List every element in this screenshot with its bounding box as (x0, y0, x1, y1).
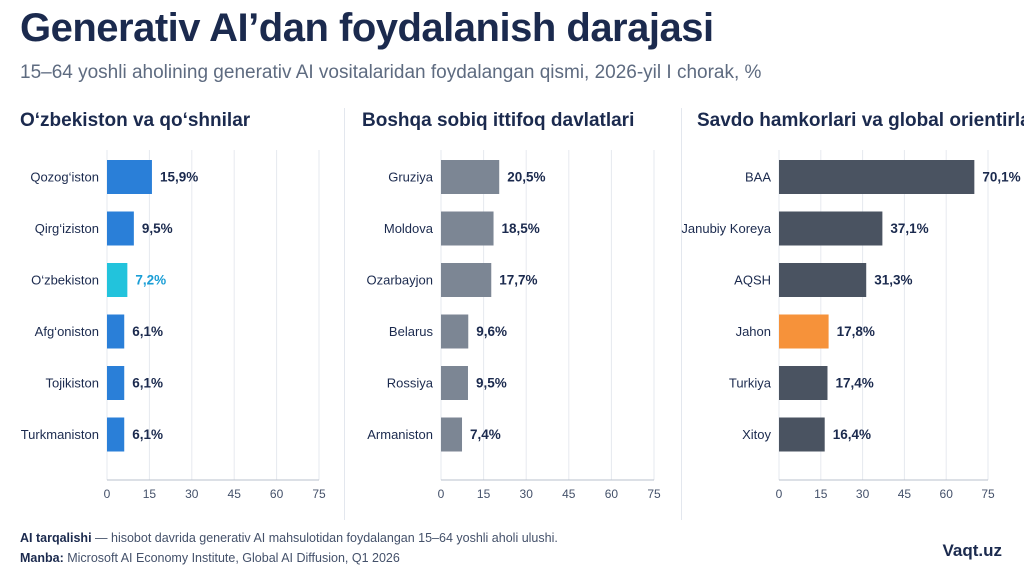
bar (441, 211, 494, 246)
bar (779, 314, 829, 349)
panel-divider (681, 108, 682, 520)
category-label: Janubiy Koreya (681, 221, 771, 236)
chart-title: Generativ AI’dan foydalanish darajasi (20, 6, 714, 50)
data-label: 9,5% (476, 376, 507, 391)
x-tick-label: 0 (438, 487, 445, 501)
x-tick-label: 75 (312, 487, 326, 501)
bar (779, 417, 825, 452)
x-tick-label: 45 (562, 487, 576, 501)
bar (107, 211, 134, 246)
data-label: 9,6% (476, 324, 507, 339)
footnote-text: — hisobot davrida generativ AI mahsuloti… (91, 531, 558, 545)
data-label: 6,1% (132, 324, 163, 339)
bar (441, 263, 492, 297)
data-label: 70,1% (982, 170, 1020, 185)
x-tick-label: 45 (228, 487, 242, 501)
x-tick-label: 60 (605, 487, 619, 501)
data-label: 18,5% (502, 221, 540, 236)
category-label: Qozog‘iston (30, 170, 99, 185)
source-label: Manba: (20, 551, 64, 565)
category-label: Afg‘oniston (35, 324, 99, 339)
data-label: 7,2% (135, 273, 166, 288)
bar (779, 211, 883, 246)
bar (441, 417, 463, 452)
data-label: 17,4% (835, 376, 873, 391)
category-label: Ozarbayjon (367, 273, 433, 288)
bar (107, 160, 152, 194)
data-label: 7,4% (470, 427, 501, 442)
bar (441, 314, 469, 349)
data-label: 31,3% (874, 273, 912, 288)
bar (779, 366, 828, 400)
category-label: Xitoy (742, 427, 771, 442)
data-label: 9,5% (142, 221, 173, 236)
category-label: BAA (745, 170, 771, 185)
brand-logo: Vaqt.uz (942, 541, 1002, 560)
category-label: Moldova (384, 221, 434, 236)
bar (441, 366, 468, 400)
panel-title-trade-partners: Savdo hamkorlari va global orientirlar (697, 110, 1024, 131)
bar (779, 263, 867, 297)
data-label: 6,1% (132, 376, 163, 391)
bar (779, 160, 975, 194)
x-tick-label: 60 (940, 487, 954, 501)
category-label: Armaniston (367, 427, 433, 442)
data-label: 16,4% (833, 427, 871, 442)
x-tick-label: 30 (856, 487, 870, 501)
data-label: 37,1% (890, 221, 928, 236)
category-label: Qirg‘iziston (35, 221, 99, 236)
source-note: Manba: Microsoft AI Economy Institute, G… (20, 551, 400, 565)
x-tick-label: 45 (898, 487, 912, 501)
bar (441, 160, 500, 194)
x-tick-label: 30 (185, 487, 199, 501)
category-label: Jahon (736, 324, 771, 339)
x-tick-label: 30 (520, 487, 534, 501)
bar (107, 314, 125, 349)
bar (107, 366, 125, 400)
source-text: Microsoft AI Economy Institute, Global A… (63, 551, 400, 565)
footnote-term: AI tarqalishi (20, 531, 92, 545)
panel-divider (344, 108, 345, 520)
data-label: 20,5% (507, 170, 545, 185)
x-tick-label: 15 (143, 487, 157, 501)
panel-title-former-ussr: Boshqa sobiq ittifoq davlatlari (362, 110, 635, 131)
data-label: 17,8% (837, 324, 875, 339)
data-label: 17,7% (499, 273, 537, 288)
bar (107, 417, 125, 452)
chart-subtitle: 15–64 yoshli aholining generativ AI vosi… (20, 62, 762, 83)
x-tick-label: 60 (270, 487, 284, 501)
x-tick-label: 15 (814, 487, 828, 501)
bar (107, 263, 128, 297)
category-label: O‘zbekiston (31, 273, 99, 288)
category-label: Turkiya (729, 376, 772, 391)
category-label: Gruziya (388, 170, 434, 185)
footnote: AI tarqalishi — hisobot davrida generati… (20, 531, 558, 545)
data-label: 6,1% (132, 427, 163, 442)
x-tick-label: 15 (477, 487, 491, 501)
category-label: Tojikiston (46, 376, 99, 391)
category-label: Rossiya (387, 376, 434, 391)
panel-title-neighbors: O‘zbekiston va qo‘shnilar (20, 110, 251, 131)
x-tick-label: 75 (981, 487, 995, 501)
category-label: AQSH (734, 273, 771, 288)
category-label: Turkmaniston (21, 427, 99, 442)
x-tick-label: 0 (776, 487, 783, 501)
category-label: Belarus (389, 324, 434, 339)
data-label: 15,9% (160, 170, 198, 185)
x-tick-label: 75 (647, 487, 661, 501)
x-tick-label: 0 (104, 487, 111, 501)
